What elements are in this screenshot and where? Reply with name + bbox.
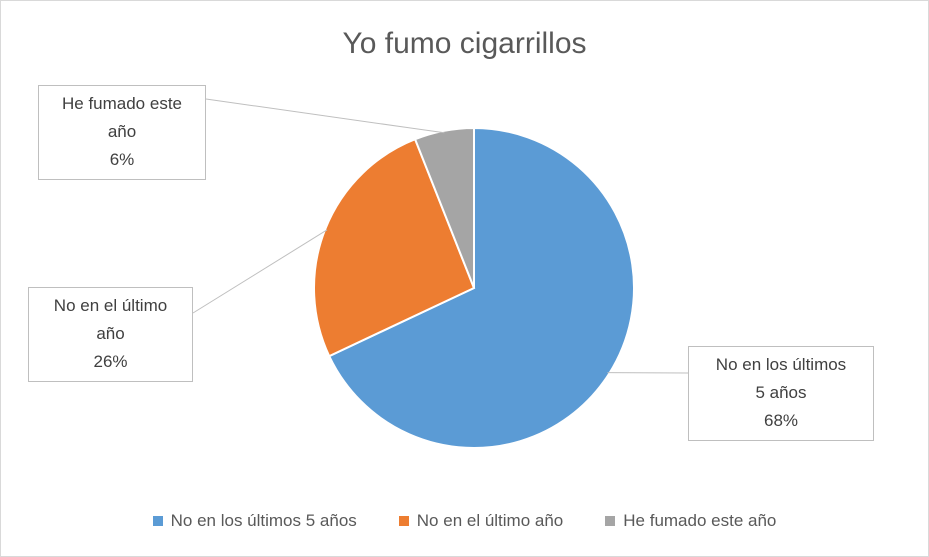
legend-item-1: No en el último año bbox=[398, 511, 564, 531]
legend-item-0: No en los últimos 5 años bbox=[152, 511, 357, 531]
data-label-value: 6% bbox=[109, 150, 135, 169]
legend-swatch bbox=[152, 516, 163, 526]
slice-no-en-el-ultimo-ano bbox=[313, 137, 476, 358]
data-label-no-en-los-ultimos-5-anos: No en los últimos 5 años 68% bbox=[688, 346, 874, 441]
legend: No en los últimos 5 años No en el último… bbox=[1, 511, 928, 531]
data-label-category: He fumado este año bbox=[61, 94, 182, 141]
legend-label: No en el último año bbox=[416, 511, 564, 530]
data-label-category: No en el último año bbox=[53, 296, 168, 343]
legend-swatch bbox=[398, 516, 409, 526]
data-label-value: 68% bbox=[763, 411, 799, 430]
chart-title: Yo fumo cigarrillos bbox=[342, 27, 587, 60]
slice-he-fumado-este-ano bbox=[413, 126, 475, 289]
legend-item-2: He fumado este año bbox=[605, 511, 776, 531]
data-label-he-fumado-este-ano: He fumado este año 6% bbox=[38, 85, 206, 180]
legend-label: No en los últimos 5 años bbox=[170, 511, 357, 530]
data-label-no-en-el-ultimo-ano: No en el último año 26% bbox=[28, 287, 193, 382]
legend-label: He fumado este año bbox=[623, 511, 777, 530]
data-label-category: No en los últimos 5 años bbox=[715, 355, 847, 402]
leader-line bbox=[192, 229, 328, 314]
leader-line bbox=[205, 98, 445, 134]
data-label-value: 26% bbox=[93, 352, 128, 371]
legend-swatch bbox=[605, 516, 616, 526]
slice-no-en-los-ultimos-5-anos bbox=[327, 126, 636, 449]
